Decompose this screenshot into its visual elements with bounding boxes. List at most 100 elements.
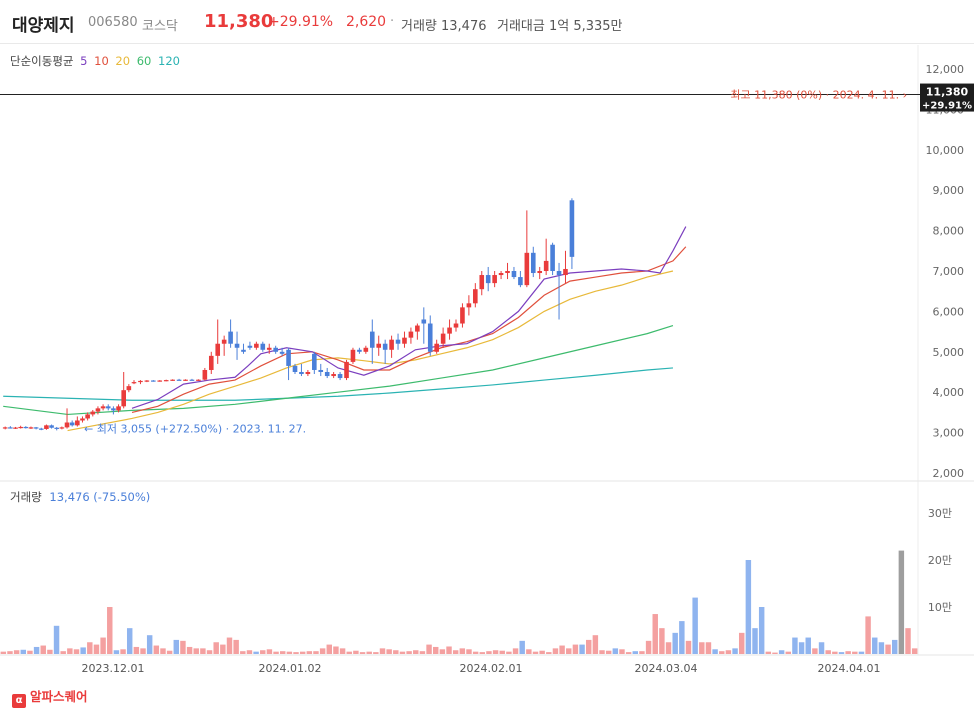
candle-body [331, 374, 336, 377]
candle-body [292, 365, 298, 372]
volume-bar [492, 650, 499, 654]
candle-body [408, 331, 414, 338]
ma-legend[interactable]: 단순이동평균 5 10 20 60 120 [10, 53, 183, 69]
candle-body [466, 303, 472, 308]
volume-bar [293, 652, 299, 654]
volume-bar [100, 637, 106, 654]
volume-bar [273, 651, 279, 654]
candle-body [324, 372, 330, 377]
candle-body [530, 252, 536, 274]
current-price-tag-value: 11,380 [926, 86, 969, 99]
volume-bar [858, 651, 865, 654]
volume-bar [891, 639, 898, 654]
ma-legend-10: 10 [94, 54, 109, 68]
price-y-tick-label: 7,000 [933, 265, 965, 278]
volume-bar [719, 651, 725, 654]
volume-bar [705, 642, 712, 654]
volume-bar [792, 637, 798, 654]
candle-body [389, 339, 394, 350]
amount-text: 거래대금 1억 5,335만 [497, 19, 623, 34]
alphasquare-logo-icon: α [12, 694, 26, 708]
candle-body [299, 372, 304, 375]
volume-bar [785, 651, 792, 654]
change-amount: 2,620 [346, 14, 387, 30]
volume-bar [712, 649, 718, 654]
separator-dot: · [390, 14, 395, 29]
volume-bar [732, 648, 738, 654]
candle-body [90, 411, 96, 415]
volume-bar [319, 648, 326, 654]
candle-body [556, 271, 562, 276]
candle-body [215, 343, 221, 356]
brand-footer[interactable]: α 알파스퀘어 [12, 686, 88, 708]
volume-bar [7, 651, 13, 654]
volume-bar [512, 648, 519, 654]
volume-bar [818, 642, 825, 654]
candle-body [138, 380, 143, 383]
volume-bar [798, 642, 805, 654]
volume-bar [279, 651, 286, 654]
candle-body [13, 427, 18, 429]
price-annotations: 최고 11,380 (0%) · 2024. 4. 11. › 11,380 +29… [0, 83, 974, 435]
candle-body [254, 343, 259, 348]
volume-bar [286, 651, 293, 654]
volume-bar [738, 632, 745, 654]
volume-bar [526, 649, 532, 654]
volume-bar [599, 650, 605, 654]
volume-bar [665, 642, 672, 654]
volume-bar [758, 607, 765, 654]
candle-body [121, 390, 126, 407]
candle-body [376, 343, 382, 348]
stock-name[interactable]: 대양제지 [12, 16, 75, 36]
candle-body [369, 331, 375, 348]
volume-bar [206, 650, 213, 654]
volume-bar [87, 642, 93, 654]
price-y-tick-label: 8,000 [933, 225, 965, 238]
ma-legend-120: 120 [158, 54, 180, 68]
volume-legend[interactable]: 거래량 13,476 (-75.50%) [10, 489, 150, 505]
volume-bar [346, 651, 352, 654]
volume-bar [619, 649, 625, 654]
volume-bar [699, 642, 705, 654]
candle-body [473, 289, 478, 304]
candle-body [183, 379, 188, 381]
ma10-line [131, 246, 687, 413]
volume-bar [559, 645, 565, 654]
candle-body [151, 380, 156, 382]
volume-bar [326, 644, 333, 654]
candle-body [234, 343, 240, 348]
x-tick-label: 2023.12.01 [82, 662, 145, 675]
volume-bar [339, 648, 346, 654]
ma60-line [3, 324, 674, 416]
volume-bar [140, 648, 146, 654]
volume-text: 거래량 13,476 [401, 19, 487, 34]
volume-bar [113, 650, 120, 654]
candle-body [563, 268, 568, 276]
candle-body [402, 337, 407, 344]
current-price-tag-rate: +29.91% [922, 101, 972, 112]
volume-bar [546, 652, 552, 654]
candle-body [492, 275, 497, 284]
candle-body [350, 349, 356, 362]
volume-bar [625, 652, 632, 654]
candle-body [357, 349, 362, 352]
volume-bars [0, 550, 918, 654]
volume-bar [166, 650, 173, 654]
volume-bar [60, 651, 66, 654]
volume-bar [133, 646, 140, 654]
candle-body [38, 428, 44, 430]
price-y-tick-label: 6,000 [933, 305, 965, 318]
candle-body [498, 273, 504, 276]
volume-bar [80, 647, 86, 654]
candle-body [279, 351, 285, 354]
candle-body [64, 422, 70, 428]
volume-bar [53, 625, 60, 654]
volume-bar [838, 652, 845, 654]
ma-legend-60: 60 [136, 54, 152, 68]
candle-body [518, 277, 523, 286]
candle-body [8, 427, 13, 429]
volume-bar [652, 614, 658, 654]
candle-body [59, 427, 65, 429]
volume-bar [313, 651, 319, 654]
